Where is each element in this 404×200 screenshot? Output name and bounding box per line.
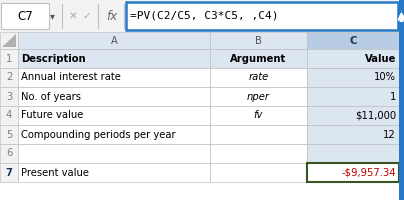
Text: 10%: 10% bbox=[374, 72, 396, 82]
Bar bbox=[307, 32, 399, 49]
Text: Argument: Argument bbox=[230, 53, 286, 64]
Text: Present value: Present value bbox=[21, 168, 89, 178]
Text: No. of years: No. of years bbox=[21, 92, 81, 102]
Bar bbox=[210, 49, 307, 68]
Text: Value: Value bbox=[365, 53, 396, 64]
Bar bbox=[18, 32, 210, 49]
Bar bbox=[18, 87, 210, 106]
Text: -$9,957.34: -$9,957.34 bbox=[341, 168, 396, 178]
Bar bbox=[0, 0, 404, 32]
Text: ▾: ▾ bbox=[50, 11, 55, 21]
Text: 2: 2 bbox=[6, 72, 12, 82]
Text: A: A bbox=[111, 36, 118, 46]
Bar bbox=[210, 32, 307, 49]
Bar bbox=[210, 106, 307, 125]
Bar bbox=[307, 68, 399, 87]
Bar bbox=[210, 144, 307, 163]
Text: C: C bbox=[349, 36, 357, 46]
Bar bbox=[18, 125, 210, 144]
Bar bbox=[0, 106, 18, 125]
Text: fx: fx bbox=[106, 9, 118, 22]
Bar bbox=[210, 125, 307, 144]
Text: 7: 7 bbox=[6, 168, 13, 178]
Bar bbox=[307, 163, 399, 182]
Bar bbox=[18, 144, 210, 163]
Bar bbox=[307, 144, 399, 163]
Text: 6: 6 bbox=[6, 148, 12, 158]
Bar bbox=[307, 125, 399, 144]
Text: Description: Description bbox=[21, 53, 86, 64]
Bar bbox=[126, 2, 398, 30]
Text: C7: C7 bbox=[17, 9, 33, 22]
Bar bbox=[399, 0, 404, 200]
Bar bbox=[0, 49, 18, 68]
Text: =PV(C2/C5, C3*C5, ,C4): =PV(C2/C5, C3*C5, ,C4) bbox=[130, 11, 278, 21]
Text: ✕: ✕ bbox=[69, 11, 78, 21]
Text: fv: fv bbox=[254, 110, 263, 120]
Bar bbox=[18, 163, 210, 182]
Text: Future value: Future value bbox=[21, 110, 83, 120]
Bar bbox=[307, 106, 399, 125]
Polygon shape bbox=[400, 10, 404, 22]
Bar bbox=[18, 68, 210, 87]
Text: 1: 1 bbox=[389, 92, 396, 102]
Text: rate: rate bbox=[248, 72, 269, 82]
Text: B: B bbox=[255, 36, 262, 46]
Bar bbox=[307, 49, 399, 68]
Bar bbox=[18, 106, 210, 125]
Bar bbox=[0, 163, 18, 182]
Bar bbox=[0, 144, 18, 163]
Bar bbox=[210, 163, 307, 182]
Bar bbox=[18, 49, 210, 68]
Text: 5: 5 bbox=[6, 130, 12, 140]
Bar bbox=[210, 87, 307, 106]
Bar bbox=[0, 87, 18, 106]
Text: Annual interest rate: Annual interest rate bbox=[21, 72, 121, 82]
Text: ✓: ✓ bbox=[83, 11, 91, 21]
Bar bbox=[1, 3, 49, 29]
Bar bbox=[0, 68, 18, 87]
Text: 1: 1 bbox=[6, 53, 12, 64]
Bar bbox=[307, 87, 399, 106]
Bar bbox=[0, 32, 18, 49]
Text: $11,000: $11,000 bbox=[355, 110, 396, 120]
Text: nper: nper bbox=[247, 92, 270, 102]
Bar bbox=[210, 68, 307, 87]
Text: 4: 4 bbox=[6, 110, 12, 120]
Text: Compounding periods per year: Compounding periods per year bbox=[21, 130, 176, 140]
Text: 3: 3 bbox=[6, 92, 12, 102]
Polygon shape bbox=[2, 34, 16, 47]
Bar bbox=[0, 125, 18, 144]
Text: 12: 12 bbox=[383, 130, 396, 140]
